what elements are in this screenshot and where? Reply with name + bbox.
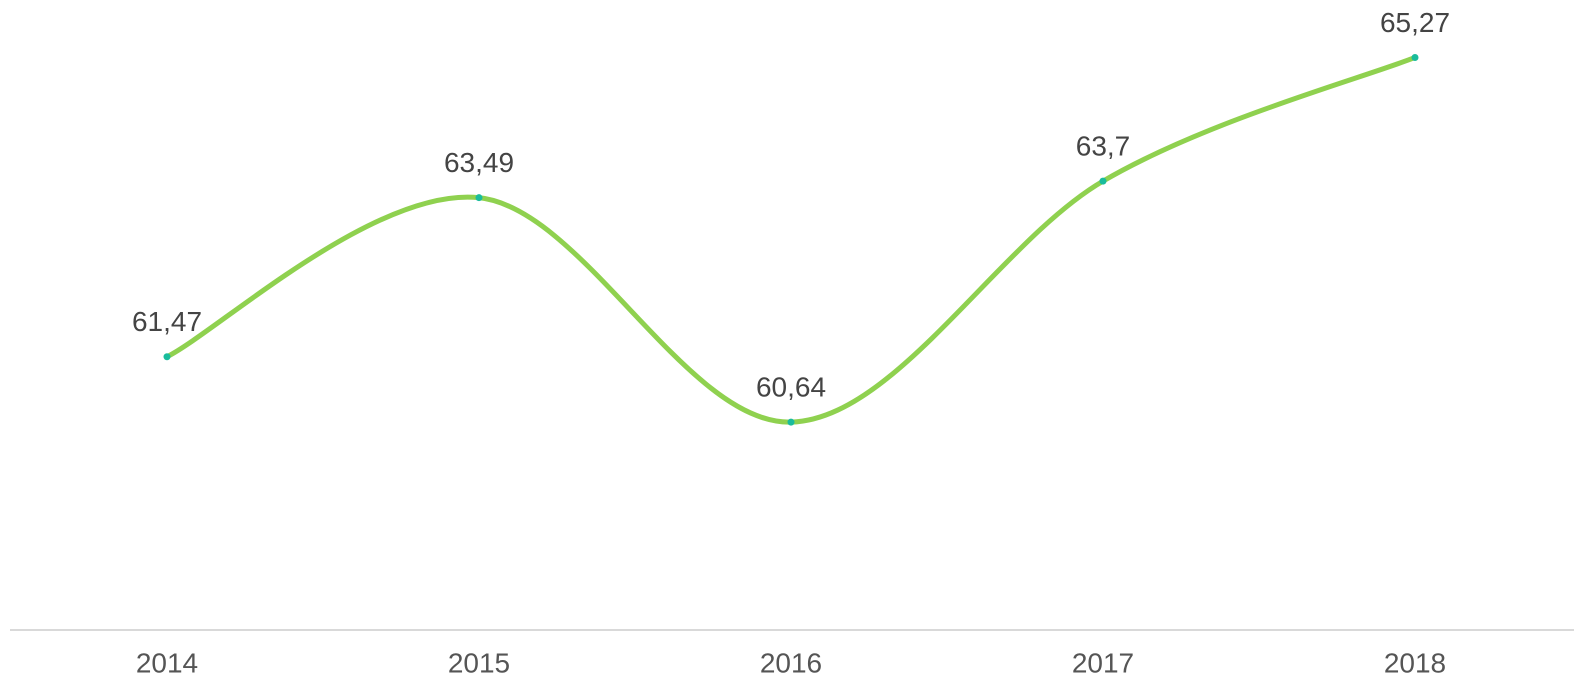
- point: [475, 194, 483, 202]
- x-tick-label: 2015: [448, 647, 510, 678]
- point: [1099, 177, 1107, 185]
- line: [164, 54, 1418, 425]
- x-tick-label: 2018: [1384, 647, 1446, 678]
- point: [787, 418, 795, 426]
- point: [1411, 53, 1419, 61]
- value-label: 63,49: [444, 147, 514, 178]
- x-tick-label: 2016: [760, 647, 822, 678]
- x-tick-label: 2014: [136, 647, 198, 678]
- point: [163, 353, 171, 361]
- value-label: 61,47: [132, 306, 202, 337]
- value-label: 60,64: [756, 371, 826, 402]
- value-label: 63,7: [1076, 131, 1131, 162]
- value-label: 65,27: [1380, 7, 1450, 38]
- x-tick-label: 2017: [1072, 647, 1134, 678]
